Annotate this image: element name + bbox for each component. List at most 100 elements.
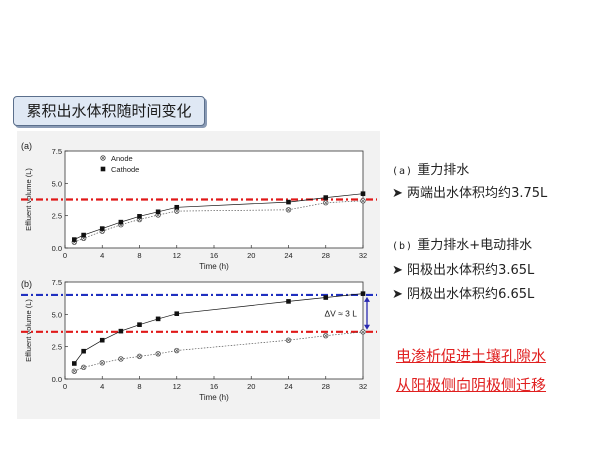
cathode-point [360,191,366,196]
x-tick-label: 12 [173,382,181,391]
cathode-point [118,328,124,334]
y-tick-label: 5.0 [52,310,62,319]
cathode-point [72,361,77,366]
note-b-item-cathode: ➤ 阴极出水体积约6.65L [392,283,534,302]
bullet-arrow-icon: ➤ [392,186,403,201]
plot-area [64,150,364,249]
delta-annotation: ΔV ≈ 3 L [324,308,357,318]
bullet-arrow-icon: ➤ [392,287,403,302]
cathode-point [72,237,77,242]
series-line-cathode [74,293,364,364]
y-tick-label: 7.5 [52,278,62,287]
y-tick-label: 5.0 [52,179,62,188]
anode-point [99,360,105,366]
panel-a: (a) 0 4 8 12 16 20 24 28 32 0.0 2.5 5.0 7.5 Time (h) Ef… [21,141,377,271]
x-tick-label: 20 [247,251,255,260]
x-axis-label: Time (h) [199,393,229,402]
anode-point-x [323,200,328,205]
slide-title: 累积出水体积随时间变化 [13,96,205,126]
anode-point-x [72,369,77,374]
x-tick-label: 4 [100,382,104,391]
legend-anode-x [101,156,105,160]
x-tick-label: 32 [359,382,367,391]
x-tick-label: 0 [63,382,67,391]
note-b-item-value: 3.65L [498,263,535,278]
anode-point-x [81,365,86,370]
cathode-point [286,299,291,304]
note-a-item-value: 3.75L [511,186,548,201]
delta-arrow-head-down [364,324,370,330]
cathode-point [99,226,105,231]
cathode-point [155,316,161,322]
x-tick-label: 24 [284,251,292,260]
anode-point-x [137,354,142,359]
x-tick-label: 32 [359,251,367,260]
anode-point-x [156,351,160,356]
note-a-item: ➤ 两端出水体积均约3.75L [392,182,547,201]
anode-point [323,200,329,206]
cathode-point [99,337,105,343]
series-line-anode [74,200,364,243]
x-tick-label: 16 [210,382,218,391]
panel-label: (b) [21,279,32,289]
note-b-item-anode: ➤ 阳极出水体积约3.65L [392,259,534,278]
x-tick-label: 28 [322,382,330,391]
anode-point [174,347,180,354]
x-tick-label: 20 [247,382,255,391]
conclusion-line-1: 电渗析促进土壤孔隙水 [396,347,547,365]
anode-point [80,364,87,371]
anode-point-x [286,338,291,343]
legend-label-cathode: Cathode [111,165,139,174]
note-a-heading: (a) 重力排水 [392,159,469,178]
cathode-point [174,204,180,210]
cathode-point [118,219,124,225]
x-tick-label: 8 [137,251,141,260]
y-tick-label: 2.5 [52,212,62,221]
note-b-heading-text: 重力排水+电动排水 [417,238,533,253]
note-b-item-value: 6.65L [498,287,535,302]
anode-point-x [174,348,179,353]
anode-point-x [323,333,328,338]
cathode-point [360,291,366,296]
series-line-anode [74,331,364,372]
cathode-point [81,232,86,238]
x-axis-label: Time (h) [199,262,229,271]
panel-b: (b) 0 4 8 12 16 20 24 28 32 0.0 2.5 5.0 7.5 Time (h) Ef… [21,278,377,402]
anode-point [155,351,161,357]
anode-point-x [119,357,123,361]
anode-point [285,207,292,213]
note-a-item-text: 两端出水体积均约 [407,186,512,201]
anode-point-x [361,329,365,334]
x-tick-label: 4 [100,251,104,260]
plot-area [64,281,364,380]
legend-cathode-marker [100,166,106,172]
effluent-volume-figure: (a) 0 4 8 12 16 20 24 28 32 0.0 2.5 5.0 7.5 Time (h) Ef… [17,131,380,419]
x-tick-label: 16 [210,251,218,260]
anode-point [360,198,366,204]
y-axis-label: Effluent volume (L) [24,168,33,231]
anode-point [136,353,143,360]
note-b-item-text: 阴极出水体积约 [407,287,499,302]
legend-label-anode: Anode [111,154,133,163]
anode-point-x [286,207,291,212]
bullet-arrow-icon: ➤ [392,263,403,278]
note-b-label: (b) [392,241,414,252]
note-a-heading-text: 重力排水 [417,163,470,178]
y-tick-label: 0.0 [52,244,62,253]
panel-label: (a) [21,141,32,151]
y-axis-label: Effluent volume (L) [24,299,33,362]
cathode-point [155,209,161,215]
conclusion-line-2: 从阳极侧向阴极侧迁移 [396,376,547,394]
cathode-point [174,311,180,316]
anode-point-x [361,198,365,203]
x-tick-label: 28 [322,251,330,260]
x-tick-label: 0 [63,251,67,260]
note-b-item-text: 阳极出水体积约 [407,263,499,278]
cathode-point [81,348,86,354]
y-tick-label: 7.5 [52,147,62,156]
x-tick-label: 24 [284,382,292,391]
anode-point-x [174,209,179,213]
anode-point [118,356,124,362]
cathode-point [137,214,142,219]
cathode-point [323,295,329,300]
